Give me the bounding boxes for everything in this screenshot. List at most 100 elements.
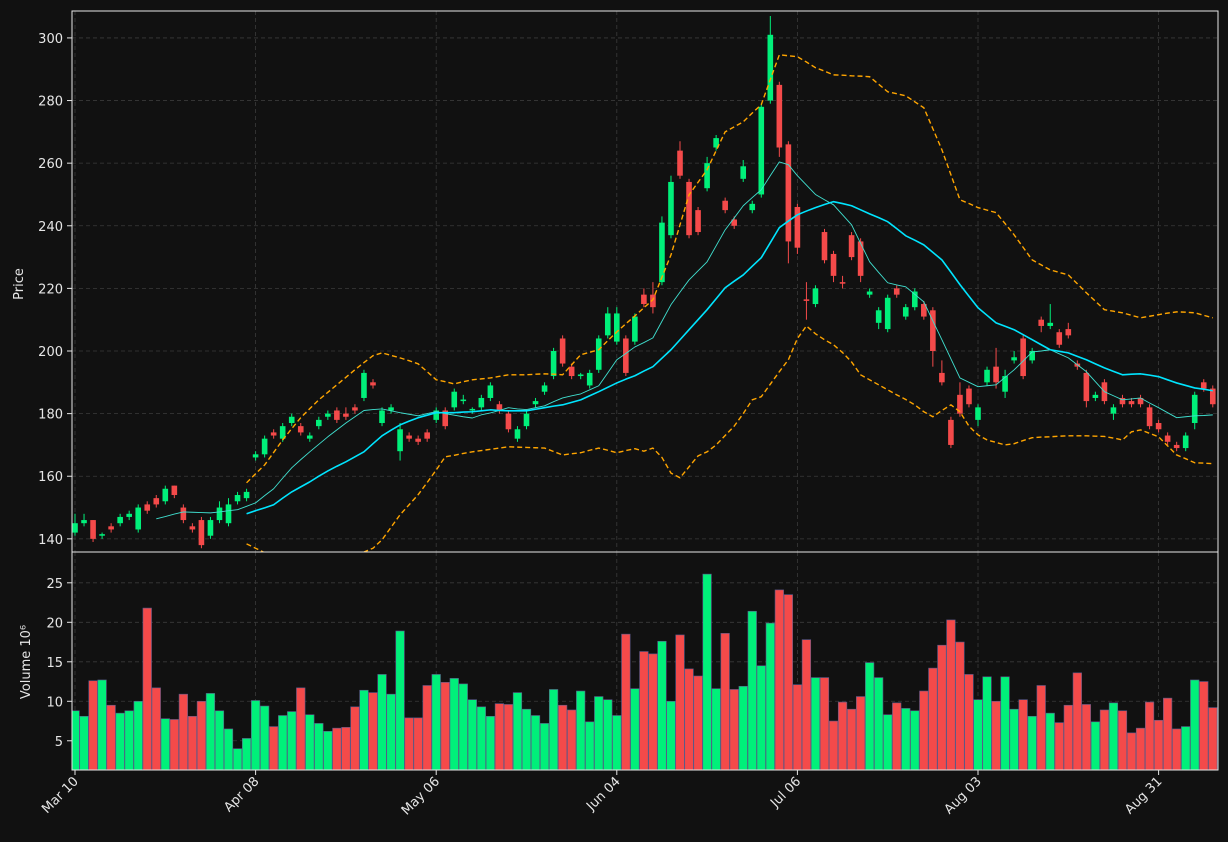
candle-body (72, 523, 78, 533)
candle-body (993, 366, 999, 383)
indicator-line (246, 54, 1213, 484)
volume-bar (88, 680, 98, 770)
y-axis-label: Price (12, 268, 27, 300)
candle-body (306, 435, 313, 439)
volume-bar (648, 653, 658, 770)
candle-body (126, 513, 132, 517)
volume-bar (151, 687, 161, 770)
volume-bar (1163, 697, 1173, 770)
y-tick-label: 5 (55, 735, 63, 750)
candle-body (388, 407, 394, 411)
volume-bar (232, 748, 243, 770)
candle-body (496, 404, 503, 411)
candle-body (604, 313, 611, 336)
volume-bar (169, 719, 179, 770)
candle-body (966, 388, 972, 405)
candle-body (731, 219, 737, 226)
volume-bar (946, 619, 956, 770)
candle-body (1110, 407, 1117, 414)
volume-bar (1018, 699, 1028, 770)
volume-bar (133, 700, 143, 770)
volume-bar (765, 622, 775, 770)
y-tick-label: 10 (46, 695, 63, 710)
candle-body (234, 495, 241, 502)
volume-bar (810, 677, 821, 770)
volume-bar (377, 674, 387, 770)
candle-body (577, 374, 584, 377)
y-tick-label: 200 (38, 345, 63, 360)
volume-bar (621, 633, 631, 770)
candle-body (893, 288, 900, 295)
candle-body (144, 504, 151, 511)
volume-bar (413, 717, 423, 770)
candle-body (1083, 372, 1090, 402)
volume-bar (1126, 732, 1137, 770)
volume-bar (1027, 715, 1037, 770)
volume-bar (332, 727, 342, 770)
volume-bar (865, 662, 875, 770)
volume-bar (386, 693, 396, 770)
volume-plot (72, 573, 1218, 770)
volume-bar (874, 677, 884, 770)
volume-bar (639, 651, 649, 770)
candle-body (595, 338, 602, 370)
candle-body (857, 241, 864, 276)
volume-bar (1099, 709, 1110, 770)
candle-body (1137, 397, 1144, 405)
y-tick-label: 15 (46, 656, 63, 671)
candle-body (758, 106, 765, 195)
volume-bar (512, 692, 523, 770)
volume-bar (287, 711, 297, 770)
volume-bar (666, 700, 676, 770)
volume-bar (837, 701, 848, 770)
candle-body (243, 491, 250, 499)
volume-bar (548, 689, 559, 770)
volume-bar (260, 705, 270, 770)
volume-bar (142, 607, 152, 770)
y-tick-label: 180 (38, 408, 63, 423)
candle-body (866, 291, 873, 295)
volume-bar (1045, 712, 1055, 770)
volume-bar (503, 704, 514, 770)
volume-bar (539, 723, 550, 770)
candle-body (875, 310, 882, 323)
candle-body (108, 526, 114, 530)
volume-bar (467, 699, 477, 770)
volume-bar (350, 706, 360, 770)
candle-body (135, 507, 142, 530)
candle-body (559, 338, 566, 364)
candle-body (1011, 357, 1017, 361)
volume-bar (404, 717, 414, 770)
volume-bar (657, 640, 667, 770)
candle-body (397, 429, 403, 452)
candle-body (1191, 394, 1198, 424)
candle-body (1182, 435, 1189, 449)
volume-bar (1072, 672, 1082, 770)
volume-bar (323, 730, 333, 770)
candle-body (1146, 407, 1153, 427)
volume-bar (901, 708, 911, 770)
y-tick-label: 280 (38, 95, 63, 110)
volume-bar (431, 674, 441, 770)
volume-bar (783, 594, 793, 770)
volume-bar (684, 668, 694, 770)
candle-body (632, 316, 638, 342)
volume-bar (196, 700, 207, 770)
candle-body (279, 426, 286, 439)
candle-body (884, 297, 891, 330)
candle-body (848, 235, 855, 258)
candle-body (90, 520, 96, 539)
candle-body (505, 413, 512, 430)
volume-bar (160, 718, 170, 770)
volume-bar (856, 696, 866, 770)
candle-body (225, 504, 232, 524)
volume-bar (422, 685, 432, 770)
candle-body (641, 294, 647, 305)
volume-bar (964, 674, 974, 770)
volume-bar (251, 700, 261, 770)
volume-bar (124, 710, 134, 770)
volume-bar (792, 684, 802, 770)
candle-body (478, 397, 485, 408)
volume-bar (1172, 728, 1182, 770)
